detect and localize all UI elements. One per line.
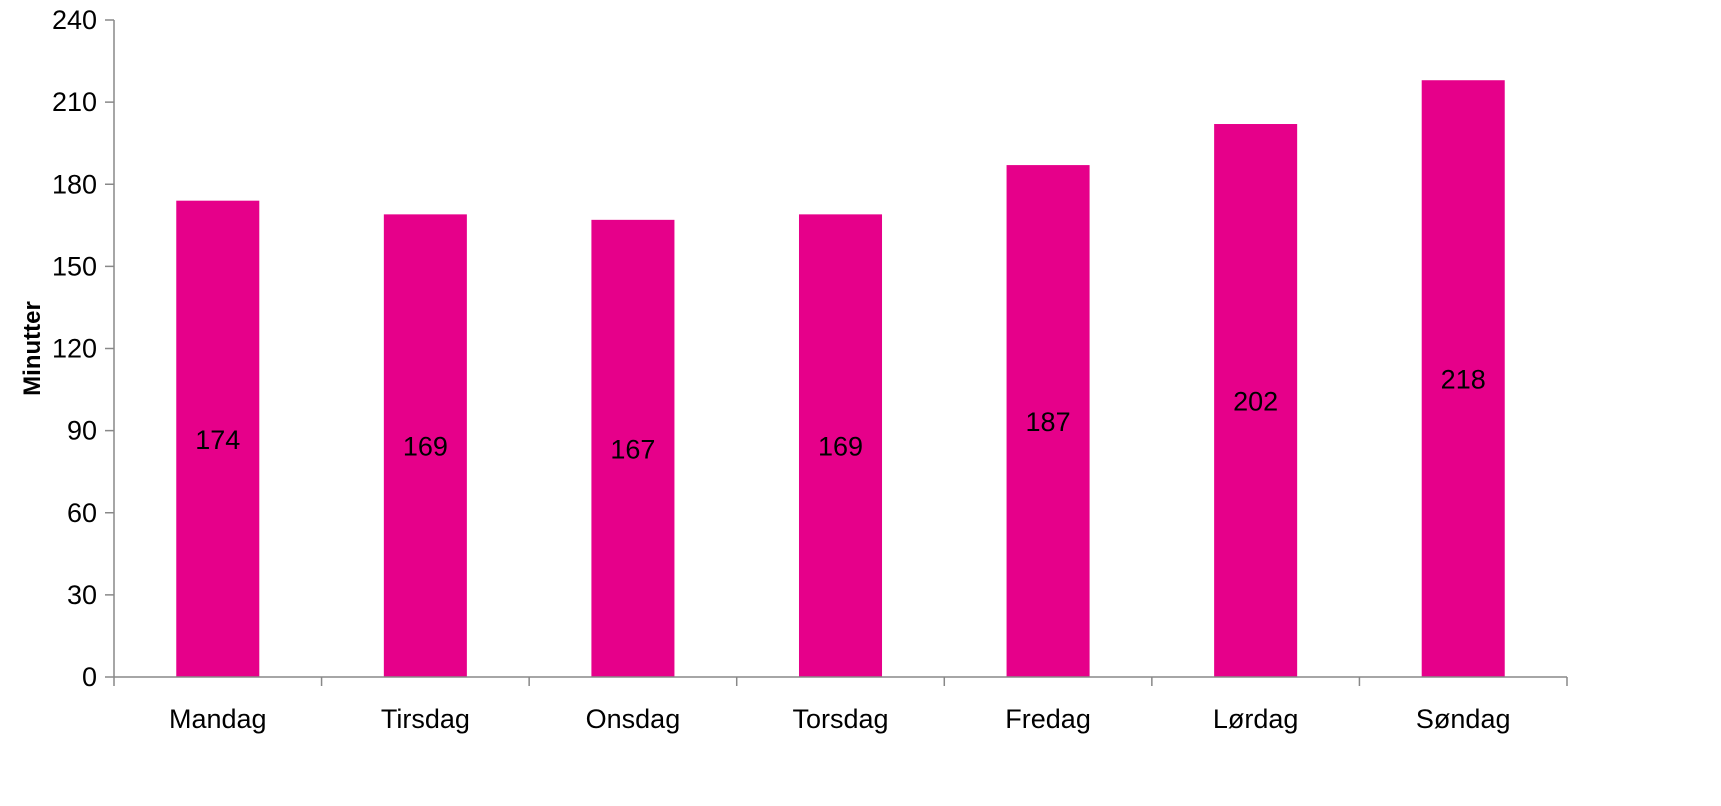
- y-tick-label-0: 0: [82, 662, 97, 692]
- bar-lørdag: [1214, 124, 1298, 677]
- x-tick-label-onsdag: Onsdag: [586, 704, 681, 734]
- y-axis-title: Minutter: [19, 301, 46, 396]
- bar-søndag: [1421, 80, 1505, 678]
- data-label-torsdag: 169: [818, 432, 863, 462]
- x-tick-label-tirsdag: Tirsdag: [381, 704, 470, 734]
- y-tick-label-60: 60: [67, 498, 97, 528]
- y-tick-label-240: 240: [52, 5, 97, 35]
- y-tick-label-90: 90: [67, 416, 97, 446]
- y-tick-label-120: 120: [52, 334, 97, 364]
- y-tick-label-180: 180: [52, 169, 97, 199]
- x-tick-label-lørdag: Lørdag: [1213, 704, 1299, 734]
- data-label-søndag: 218: [1441, 365, 1486, 395]
- y-tick-label-150: 150: [52, 251, 97, 281]
- data-label-onsdag: 167: [610, 434, 655, 464]
- data-label-tirsdag: 169: [403, 432, 448, 462]
- bar-onsdag: [591, 219, 675, 677]
- x-tick-label-fredag: Fredag: [1005, 704, 1091, 734]
- bar-tirsdag: [383, 214, 467, 678]
- x-tick-label-søndag: Søndag: [1416, 704, 1511, 734]
- bar-fredag: [1006, 165, 1090, 677]
- x-tick-label-torsdag: Torsdag: [792, 704, 888, 734]
- data-label-fredag: 187: [1026, 407, 1071, 437]
- data-label-mandag: 174: [195, 425, 240, 455]
- y-tick-label-30: 30: [67, 580, 97, 610]
- bar-torsdag: [798, 214, 883, 678]
- labels-group: 174 Mandag 169 Tirsdag 167 Onsdag 169 Torsdag 18…: [52, 5, 1511, 734]
- y-tick-label-210: 210: [52, 87, 97, 117]
- axes-group: [105, 19, 1568, 686]
- bars-group: [176, 80, 1505, 678]
- x-tick-label-mandag: Mandag: [169, 704, 267, 734]
- data-label-lørdag: 202: [1233, 387, 1278, 417]
- bar-mandag: [176, 200, 260, 677]
